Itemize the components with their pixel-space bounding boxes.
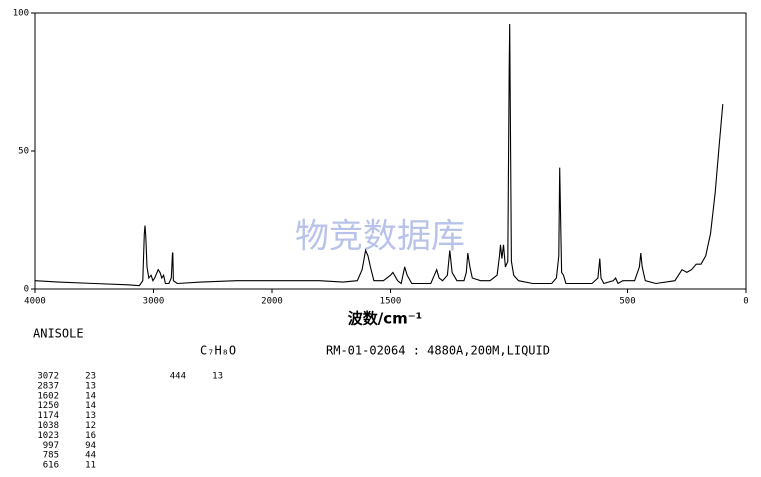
x-tick-label: 4000 <box>24 297 46 307</box>
peak-wavenumber: 1602 <box>37 391 59 401</box>
peak-wavenumber: 616 <box>43 461 59 471</box>
x-axis-label: 波数/cm⁻¹ <box>348 310 423 328</box>
peak-intensity: 11 <box>85 461 96 471</box>
watermark: 物竞数据库 <box>295 217 465 257</box>
peak-wavenumber: 1250 <box>37 401 59 411</box>
peak-intensity: 12 <box>85 421 96 431</box>
peak-wavenumber: 997 <box>43 441 59 451</box>
peak-intensity: 13 <box>212 372 223 382</box>
peak-wavenumber: 444 <box>170 372 186 382</box>
x-tick-label: 2000 <box>261 297 283 307</box>
peak-wavenumber: 3072 <box>37 372 59 382</box>
peak-intensity: 13 <box>85 411 96 421</box>
peak-wavenumber: 785 <box>43 451 59 461</box>
formula: C₇H₈O <box>200 344 236 358</box>
y-tick-label: 100 <box>13 9 29 19</box>
reference: RM-01-02064 : 4880A,200M,LIQUID <box>326 344 550 358</box>
peak-intensity: 94 <box>85 441 96 451</box>
x-tick-label: 1500 <box>380 297 402 307</box>
peak-intensity: 13 <box>85 381 96 391</box>
peak-intensity: 14 <box>85 391 96 401</box>
y-tick-label: 50 <box>18 147 29 157</box>
peak-intensity: 16 <box>85 431 96 441</box>
spectrum-line <box>34 23 724 287</box>
peak-wavenumber: 2837 <box>37 381 59 391</box>
x-tick-label: 0 <box>743 297 748 307</box>
peak-wavenumber: 1038 <box>37 421 59 431</box>
peak-intensity: 23 <box>85 372 96 382</box>
x-tick-label: 500 <box>619 297 635 307</box>
peak-intensity: 14 <box>85 401 96 411</box>
peak-wavenumber: 1174 <box>37 411 59 421</box>
compound-name: ANISOLE <box>33 327 84 341</box>
peak-intensity: 44 <box>85 451 96 461</box>
peak-wavenumber: 1023 <box>37 431 59 441</box>
y-tick-label: 0 <box>24 285 29 295</box>
x-tick-label: 3000 <box>143 297 165 307</box>
